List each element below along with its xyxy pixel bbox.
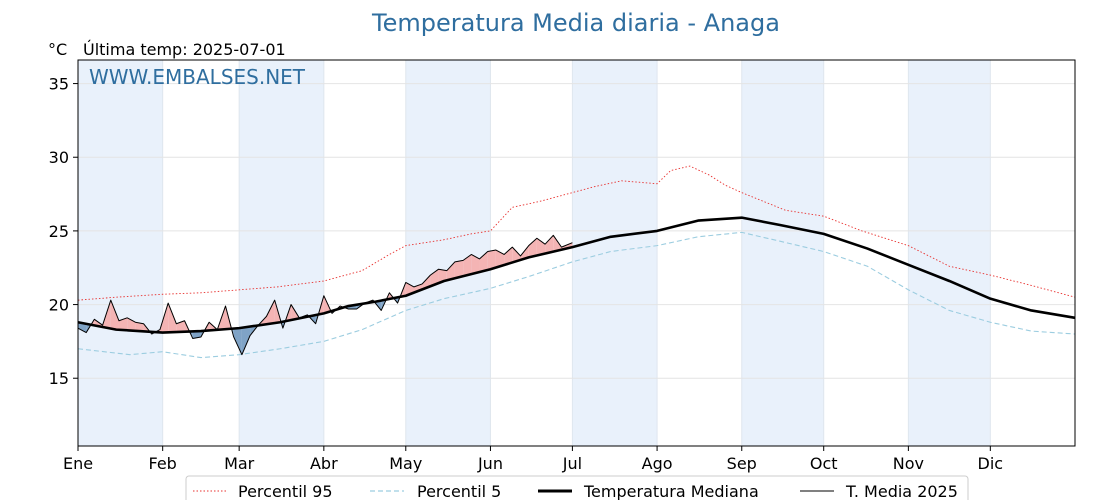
x-tick-label: Dic xyxy=(978,454,1004,473)
chart-title: Temperatura Media diaria - Anaga xyxy=(371,9,780,37)
x-tick-label: Oct xyxy=(810,454,838,473)
legend-label-p95: Percentil 95 xyxy=(238,482,333,500)
month-shade xyxy=(239,60,324,446)
above-median-fill xyxy=(471,254,480,275)
above-median-fill xyxy=(545,235,554,254)
x-tick-label: Jul xyxy=(562,454,582,473)
above-median-fill xyxy=(266,300,275,325)
grid-lines xyxy=(77,60,1075,446)
x-tick-label: Nov xyxy=(893,454,924,473)
above-median-fill xyxy=(495,250,505,268)
above-median-fill xyxy=(463,254,472,277)
last-temp-label: Última temp: 2025-07-01 xyxy=(83,40,286,59)
unit-label: °C xyxy=(48,40,67,59)
above-median-fill xyxy=(430,269,439,287)
x-tick-label: May xyxy=(389,454,422,473)
above-median-fill xyxy=(479,251,488,272)
p95-line xyxy=(77,165,1076,301)
above-median-fill xyxy=(446,261,455,281)
watermark: WWW.EMBALSES.NET xyxy=(89,65,306,89)
p5-line xyxy=(77,231,1076,359)
x-axis: Ene Feb Mar Abr May Jun Jul Ago Sep Oct Nov Dic xyxy=(63,446,1003,473)
above-median-fill xyxy=(127,317,136,331)
month-shade xyxy=(405,60,491,446)
y-tick-label: 25 xyxy=(49,222,69,241)
above-median-fill xyxy=(553,235,562,252)
x-tick-label: Abr xyxy=(310,454,338,473)
above-median-fill xyxy=(110,300,119,330)
median-line xyxy=(77,216,1076,334)
above-median-fill xyxy=(168,303,177,333)
x-tick-label: Ene xyxy=(63,454,93,473)
below-median-fill xyxy=(233,327,242,355)
x-tick-label: Sep xyxy=(727,454,757,473)
y-tick-label: 20 xyxy=(49,296,69,315)
above-median-fill xyxy=(454,260,464,279)
legend: Percentil 95 Percentil 5 Temperatura Med… xyxy=(185,475,969,500)
month-shade xyxy=(908,60,991,446)
above-median-fill xyxy=(176,320,185,333)
x-tick-label: Mar xyxy=(224,454,255,473)
x-tick-label: Feb xyxy=(149,454,177,473)
legend-label-p5: Percentil 5 xyxy=(417,482,501,500)
month-shade xyxy=(78,60,163,446)
x-tick-label: Jun xyxy=(477,454,503,473)
below-median-fill xyxy=(192,331,201,339)
above-median-fill xyxy=(512,247,521,263)
legend-label-current: T. Media 2025 xyxy=(845,482,958,500)
below-median-fill xyxy=(78,322,87,333)
above-median-fill xyxy=(487,250,496,270)
month-shade xyxy=(572,60,658,446)
month-shade xyxy=(741,60,824,446)
y-axis: 15 20 25 30 35 xyxy=(49,75,78,388)
above-median-fill xyxy=(536,238,546,256)
below-median-fill xyxy=(241,326,251,355)
y-tick-label: 35 xyxy=(49,75,69,94)
legend-label-median: Temperatura Mediana xyxy=(583,482,759,500)
above-median-fill xyxy=(528,238,537,258)
y-tick-label: 15 xyxy=(49,369,69,388)
legend-box xyxy=(185,475,969,500)
x-tick-label: Ago xyxy=(642,454,673,473)
above-median-fill xyxy=(504,247,513,265)
above-median-fill xyxy=(118,317,128,331)
series-lines xyxy=(77,165,1076,359)
plot-frame xyxy=(77,59,1076,447)
above-median-fill xyxy=(135,322,144,332)
y-tick-label: 30 xyxy=(49,148,69,167)
month-shading xyxy=(78,60,991,446)
current-year-line xyxy=(77,234,573,356)
above-median-fill xyxy=(520,245,529,260)
